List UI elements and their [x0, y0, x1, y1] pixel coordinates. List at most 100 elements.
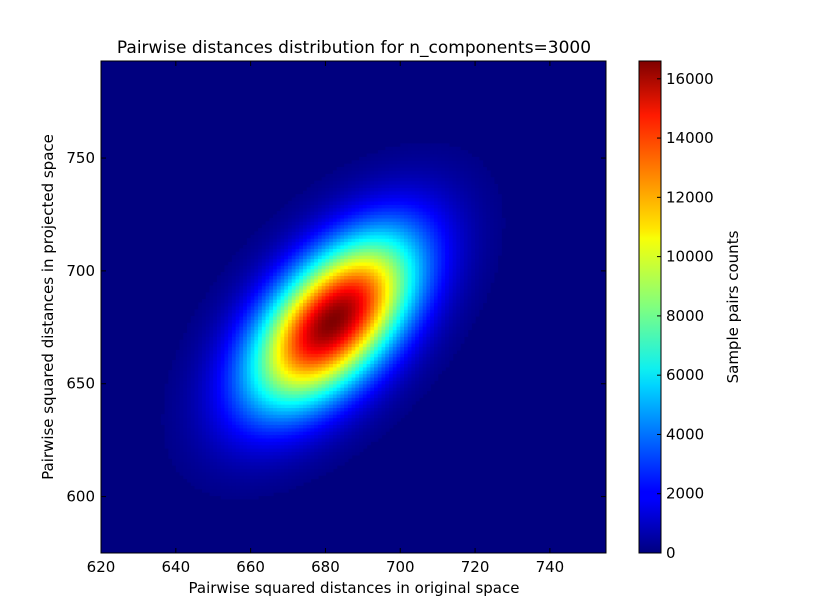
heatmap-cell: [239, 275, 244, 280]
heatmap-cell: [175, 448, 181, 453]
heatmap-cell: [385, 194, 390, 199]
heatmap-cell: [407, 244, 413, 249]
heatmap-cell: [198, 444, 203, 449]
heatmap-cell: [396, 221, 401, 226]
heatmap-cell: [303, 380, 308, 385]
heatmap-cell: [224, 464, 229, 469]
heatmap-cell: [359, 288, 364, 293]
heatmap-cell: [250, 268, 255, 273]
heatmap-cell: [314, 424, 319, 429]
heatmap-cell: [187, 414, 192, 419]
heatmap-cell: [381, 376, 386, 381]
heatmap-cell: [187, 349, 192, 354]
heatmap-cell: [168, 410, 173, 415]
heatmap-cell: [325, 251, 330, 256]
heatmap-cell: [172, 437, 177, 442]
heatmap-cell: [400, 370, 405, 375]
heatmap-cell: [314, 370, 319, 375]
heatmap-cell: [314, 332, 319, 337]
heatmap-cell: [228, 441, 233, 446]
heatmap-cell: [340, 353, 345, 358]
heatmap-cell: [231, 495, 237, 500]
heatmap-cell: [385, 366, 390, 371]
heatmap-cell: [273, 319, 278, 324]
heatmap-cell: [310, 261, 315, 266]
heatmap-cell: [288, 275, 293, 280]
heatmap-cell: [336, 184, 342, 188]
heatmap-cell: [194, 363, 199, 368]
heatmap-cell: [280, 211, 285, 216]
heatmap-cell: [288, 373, 293, 378]
heatmap-cell: [265, 346, 270, 351]
heatmap-cell: [231, 481, 237, 486]
heatmap-cell: [366, 387, 371, 392]
heatmap-cell: [325, 272, 330, 277]
heatmap-cell: [317, 356, 323, 361]
heatmap-cell: [336, 275, 342, 280]
heatmap-cell: [250, 353, 255, 358]
heatmap-cell: [265, 295, 270, 300]
heatmap-cell: [231, 404, 237, 409]
heatmap-cell: [209, 420, 214, 425]
heatmap-cell: [288, 434, 293, 439]
heatmap-cell: [224, 420, 229, 425]
heatmap-cell: [332, 356, 338, 361]
heatmap-cell: [404, 261, 409, 266]
heatmap-cell: [276, 238, 282, 243]
heatmap-cell: [239, 285, 244, 290]
heatmap-cell: [231, 356, 237, 361]
heatmap-cell: [351, 228, 356, 232]
heatmap-cell: [332, 322, 338, 327]
heatmap-cell: [231, 376, 237, 381]
heatmap-cell: [183, 373, 188, 378]
heatmap-cell: [198, 380, 203, 385]
heatmap-cell: [198, 451, 203, 456]
heatmap-cell: [246, 492, 252, 497]
heatmap-cell: [288, 414, 293, 419]
heatmap-cell: [284, 360, 289, 365]
heatmap-cell: [396, 400, 401, 405]
heatmap-cell: [310, 224, 315, 229]
heatmap-cell: [321, 373, 327, 378]
heatmap-cell: [295, 356, 300, 361]
heatmap-cell: [400, 383, 405, 388]
heatmap-cell: [385, 150, 390, 155]
heatmap-cell: [243, 275, 248, 280]
heatmap-cell: [216, 400, 222, 405]
heatmap-cell: [310, 228, 315, 232]
heatmap-cell: [389, 255, 394, 260]
heatmap-cell: [381, 234, 386, 239]
heatmap-cell: [359, 427, 364, 432]
heatmap-cell: [370, 434, 375, 439]
heatmap-cell: [374, 163, 379, 168]
heatmap-cell: [362, 312, 368, 317]
heatmap-cell: [392, 248, 398, 253]
heatmap-cell: [385, 288, 390, 293]
heatmap-cell: [246, 380, 252, 385]
heatmap-cell: [351, 194, 356, 199]
heatmap-cell: [389, 258, 394, 263]
heatmap-cell: [340, 360, 345, 365]
heatmap-cell: [231, 336, 237, 341]
heatmap-cell: [377, 224, 383, 229]
heatmap-cell: [273, 410, 278, 415]
heatmap-cell: [374, 177, 379, 182]
heatmap-cell: [243, 336, 248, 341]
heatmap-cell: [228, 458, 233, 463]
heatmap-cell: [246, 448, 252, 453]
heatmap-cell: [332, 316, 338, 321]
heatmap-cell: [332, 278, 338, 283]
heatmap-cell: [216, 370, 222, 375]
heatmap-cell: [231, 292, 237, 297]
heatmap-cell: [269, 255, 274, 260]
heatmap-cell: [396, 173, 401, 178]
heatmap-cell: [389, 261, 394, 266]
heatmap-cell: [291, 272, 297, 277]
heatmap-cell: [291, 299, 297, 304]
heatmap-cell: [303, 468, 308, 473]
heatmap-cell: [321, 248, 327, 253]
heatmap-cell: [351, 448, 356, 453]
heatmap-cell: [250, 444, 255, 449]
heatmap-cell: [295, 241, 300, 246]
heatmap-cell: [411, 322, 416, 327]
